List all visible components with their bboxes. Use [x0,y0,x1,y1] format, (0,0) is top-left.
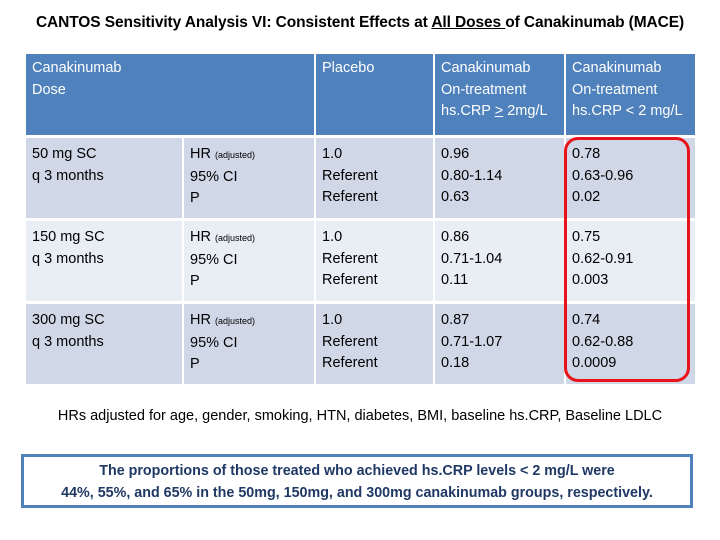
ge2-ci: 0.80-1.14 [441,167,503,184]
dose-line2: q 3 months [32,167,104,184]
ge2-cell: 0.87 0.71-1.07 0.18 [434,302,567,387]
stat-labels-cell: HR (adjusted) 95% CI P [183,219,317,304]
placebo-p: Referent [322,355,378,371]
header-placebo: Placebo [315,54,436,138]
placebo-ci: Referent [322,167,378,184]
p-label: P [190,190,200,206]
placebo-ci: Referent [322,333,378,350]
placebo-p: Referent [322,189,378,205]
hr-note: (adjusted) [214,316,256,326]
ge2-hr: 0.96 [441,146,470,162]
hr-note: (adjusted) [214,150,256,160]
header-ge2-line1: Canakinumab [441,60,531,76]
lt2-hr: 0.78 [572,146,601,162]
lt2-ci: 0.63-0.96 [572,167,634,184]
dose-line1: 150 mg SC [32,229,105,245]
stat-labels-cell: HR (adjusted) 95% CI P [183,136,317,221]
hr-label: HR [190,312,211,328]
header-crp-lt2: Canakinumab On-treatment hs.CRP < 2 mg/L [565,54,698,138]
stat-hr-label: HR (adjusted) [190,227,308,250]
stat-hr-label: HR (adjusted) [190,310,308,333]
ge2-hr: 0.86 [441,229,470,245]
stat-labels-cell: HR (adjusted) 95% CI P [183,302,317,387]
header-dose-line1: Canakinumab [32,60,122,76]
placebo-hr: 1.0 [322,312,343,328]
dose-cell: 300 mg SC q 3 months [26,302,184,387]
placebo-cell: 1.0 Referent Referent [315,219,436,304]
slide-title: CANTOS Sensitivity Analysis VI: Consiste… [0,14,720,32]
header-ge2-prefix: hs.CRP [441,103,495,119]
dose-line2: q 3 months [32,250,104,267]
lt2-ci: 0.62-0.88 [572,333,634,350]
lt2-cell: 0.78 0.63-0.96 0.02 [565,136,698,221]
ge2-hr: 0.87 [441,312,470,328]
ge2-ci: 0.71-1.04 [441,250,503,267]
dose-cell: 150 mg SC q 3 months [26,219,184,304]
header-lt2-line3: hs.CRP < 2 mg/L [572,103,683,119]
lt2-ci: 0.62-0.91 [572,250,634,267]
lt2-hr: 0.74 [572,312,601,328]
placebo-cell: 1.0 Referent Referent [315,136,436,221]
header-dose-line2: Dose [32,81,66,98]
placebo-hr: 1.0 [322,146,343,162]
table-row: 150 mg SC q 3 months HR (adjusted) 95% C… [26,219,698,304]
table-header-row: Canakinumab Dose Placebo Canakinumab On-… [26,54,698,138]
title-underlined: All Doses [431,14,506,31]
header-ge2-suffix: 2mg/L [503,103,548,119]
ci-label: 95% CI [190,168,238,185]
stat-hr-label: HR (adjusted) [190,144,308,167]
dose-line2: q 3 months [32,333,104,350]
hr-label: HR [190,229,211,245]
dose-cell: 50 mg SC q 3 months [26,136,184,221]
highlight-outline [564,137,690,382]
ge2-p: 0.11 [441,272,469,288]
table-row: 50 mg SC q 3 months HR (adjusted) 95% CI… [26,136,698,221]
placebo-p: Referent [322,272,378,288]
ci-label: 95% CI [190,334,238,351]
title-suffix: of Canakinumab (MACE) [505,14,685,31]
lt2-cell: 0.74 0.62-0.88 0.0009 [565,302,698,387]
results-table: Canakinumab Dose Placebo Canakinumab On-… [26,54,698,387]
ge2-p: 0.18 [441,355,470,371]
p-label: P [190,356,200,372]
header-lt2-line2: On-treatment [572,81,658,98]
header-crp-ge2: Canakinumab On-treatment hs.CRP > 2mg/L [434,54,567,138]
callout-box: The proportions of those treated who ach… [21,454,693,508]
hr-note: (adjusted) [214,233,256,243]
header-ge2-symbol: > [494,103,504,119]
ge2-cell: 0.86 0.71-1.04 0.11 [434,219,567,304]
header-ge2-line3: hs.CRP > 2mg/L [441,101,558,123]
placebo-ci: Referent [322,250,378,267]
ge2-cell: 0.96 0.80-1.14 0.63 [434,136,567,221]
ge2-p: 0.63 [441,189,470,205]
lt2-p: 0.0009 [572,355,617,371]
ci-label: 95% CI [190,251,238,268]
footnote: HRs adjusted for age, gender, smoking, H… [57,408,663,424]
p-label: P [190,273,200,289]
lt2-p: 0.02 [572,189,601,205]
lt2-p: 0.003 [572,272,609,288]
title-prefix: CANTOS Sensitivity Analysis VI: Consiste… [35,14,432,31]
dose-line1: 50 mg SC [32,146,97,162]
hr-label: HR [190,146,211,162]
placebo-cell: 1.0 Referent Referent [315,302,436,387]
table-row: 300 mg SC q 3 months HR (adjusted) 95% C… [26,302,698,387]
header-ge2-line2: On-treatment [441,81,527,98]
dose-line1: 300 mg SC [32,312,105,328]
lt2-hr: 0.75 [572,229,601,245]
callout-line2: 44%, 55%, and 65% in the 50mg, 150mg, an… [61,485,653,501]
header-dose: Canakinumab Dose [26,54,317,138]
placebo-hr: 1.0 [322,229,343,245]
ge2-ci: 0.71-1.07 [441,333,503,350]
lt2-cell: 0.75 0.62-0.91 0.003 [565,219,698,304]
header-lt2-line1: Canakinumab [572,60,662,76]
callout-line1: The proportions of those treated who ach… [99,463,615,479]
